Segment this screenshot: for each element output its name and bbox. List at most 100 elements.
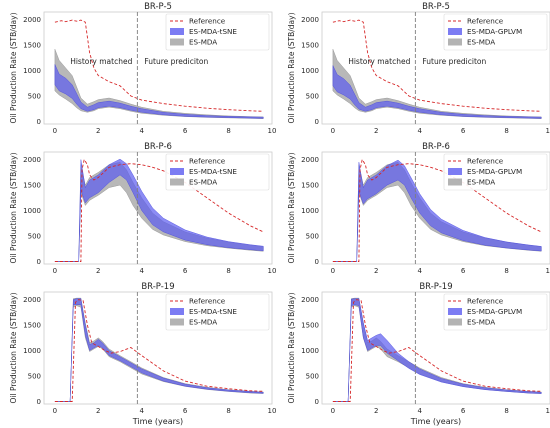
- x-tick-label: 10: [268, 407, 277, 415]
- x-axis-label: Time (years): [132, 417, 183, 426]
- y-axis-label: Oil Production Rate (STB/day): [287, 152, 296, 263]
- legend-label: ES-MDA-tSNE: [189, 167, 237, 176]
- y-tick-label: 0: [315, 258, 319, 266]
- chart-title: BR-P-6: [144, 142, 172, 152]
- chart-title: BR-P-6: [422, 142, 450, 152]
- y-tick-label: 2000: [301, 296, 319, 304]
- band-es-mda-gplvm: [332, 298, 542, 402]
- legend-swatch: [170, 38, 184, 46]
- y-tick-label: 1000: [23, 347, 41, 355]
- x-tick-label: 2: [96, 407, 100, 415]
- x-tick-label: 10: [546, 267, 550, 275]
- legend-swatch: [448, 178, 462, 186]
- x-tick-label: 0: [331, 267, 335, 275]
- y-tick-label: 0: [37, 398, 41, 406]
- x-tick-label: 8: [226, 127, 230, 135]
- x-tick-label: 10: [268, 267, 277, 275]
- legend-swatch: [448, 318, 462, 326]
- y-tick-label: 500: [306, 93, 319, 101]
- y-tick-label: 0: [315, 398, 319, 406]
- x-tick-label: 8: [226, 267, 230, 275]
- x-tick-label: 2: [96, 267, 100, 275]
- legend-box: [443, 13, 548, 51]
- legend-label: ES-MDA: [467, 178, 495, 187]
- x-tick-label: 2: [374, 127, 378, 135]
- x-axis-label: Time (years): [410, 417, 461, 426]
- chart-panel-r1c1: BR-P-6 0 500 1000 1500 2000 0 2 4 6 8 10 Oil Product…: [287, 142, 550, 275]
- x-tick-label: 10: [546, 127, 550, 135]
- y-axis-label: Oil Production Rate (STB/day): [9, 292, 18, 403]
- chart-panel-r0c0: BR-P-5 0 500 1000 1500 2000 0 2 4 6 8 10 Oil Product…: [9, 2, 276, 135]
- annotation-future-prediction: Future prediciton: [144, 57, 208, 66]
- legend-swatch: [170, 178, 184, 186]
- plot-area: [332, 158, 542, 262]
- x-tick-label: 4: [417, 127, 422, 135]
- x-tick-label: 0: [53, 127, 57, 135]
- y-tick-label: 1500: [301, 42, 319, 50]
- reference-line: [54, 299, 264, 402]
- x-tick-label: 10: [268, 127, 277, 135]
- chart-title: BR-P-5: [422, 2, 450, 12]
- legend-label: Reference: [189, 157, 226, 166]
- x-tick-label: 6: [461, 267, 466, 275]
- x-tick-label: 8: [504, 127, 508, 135]
- reference-line: [332, 158, 542, 262]
- legend-label: Reference: [189, 17, 226, 26]
- legend-label: ES-MDA: [189, 178, 217, 187]
- legend-label: Reference: [189, 297, 226, 306]
- chart-panel-r2c1: BR-P-19 0 500 1000 1500 2000 0 2 4 6 8 10 Oil Produc…: [287, 282, 550, 426]
- legend-box: [165, 153, 270, 191]
- x-tick-label: 0: [53, 407, 57, 415]
- y-tick-label: 1500: [23, 182, 41, 190]
- x-tick-label: 0: [53, 267, 57, 275]
- x-tick-label: 8: [226, 407, 230, 415]
- y-tick-label: 500: [306, 233, 319, 241]
- legend-label: ES-MDA-GPLVM: [467, 307, 522, 316]
- reference-line: [54, 158, 264, 262]
- y-axis-label: Oil Production Rate (STB/day): [9, 152, 18, 263]
- y-tick-label: 1500: [23, 42, 41, 50]
- legend-box: [165, 13, 270, 51]
- x-tick-label: 6: [183, 127, 188, 135]
- legend-label: ES-MDA-GPLVM: [467, 27, 522, 36]
- y-axis-label: Oil Production Rate (STB/day): [287, 12, 296, 123]
- y-tick-label: 2000: [23, 296, 41, 304]
- chart-panel-r1c0: BR-P-6 0 500 1000 1500 2000 0 2 4 6 8 10 Oil Product…: [9, 142, 276, 275]
- legend-label: ES-MDA: [189, 38, 217, 47]
- y-tick-label: 500: [306, 373, 319, 381]
- y-tick-label: 1500: [301, 322, 319, 330]
- y-tick-label: 1000: [301, 67, 319, 75]
- x-tick-label: 2: [374, 267, 378, 275]
- y-tick-label: 1000: [23, 67, 41, 75]
- y-axis-label: Oil Production Rate (STB/day): [287, 292, 296, 403]
- x-tick-label: 10: [546, 407, 550, 415]
- chart-title: BR-P-5: [144, 2, 172, 12]
- x-tick-label: 4: [139, 267, 144, 275]
- y-tick-label: 1000: [23, 207, 41, 215]
- legend-label: Reference: [467, 297, 504, 306]
- legend-label: ES-MDA: [467, 38, 495, 47]
- x-tick-label: 0: [331, 407, 335, 415]
- legend-swatch: [448, 168, 462, 175]
- legend-label: ES-MDA: [467, 318, 495, 327]
- plot-area: [332, 297, 542, 402]
- y-axis-label: Oil Production Rate (STB/day): [9, 12, 18, 123]
- band-es-mda-tsne: [54, 64, 264, 119]
- legend-swatch: [170, 318, 184, 326]
- chart-title: BR-P-19: [419, 282, 452, 292]
- y-tick-label: 2000: [23, 16, 41, 24]
- band-es-mda-tsne: [54, 158, 264, 262]
- y-tick-label: 1000: [301, 207, 319, 215]
- legend-label: Reference: [467, 17, 504, 26]
- y-tick-label: 500: [28, 233, 41, 241]
- x-tick-label: 4: [417, 267, 422, 275]
- legend-swatch: [448, 38, 462, 46]
- legend-swatch: [448, 308, 462, 315]
- y-tick-label: 1500: [23, 322, 41, 330]
- legend-box: [443, 153, 548, 191]
